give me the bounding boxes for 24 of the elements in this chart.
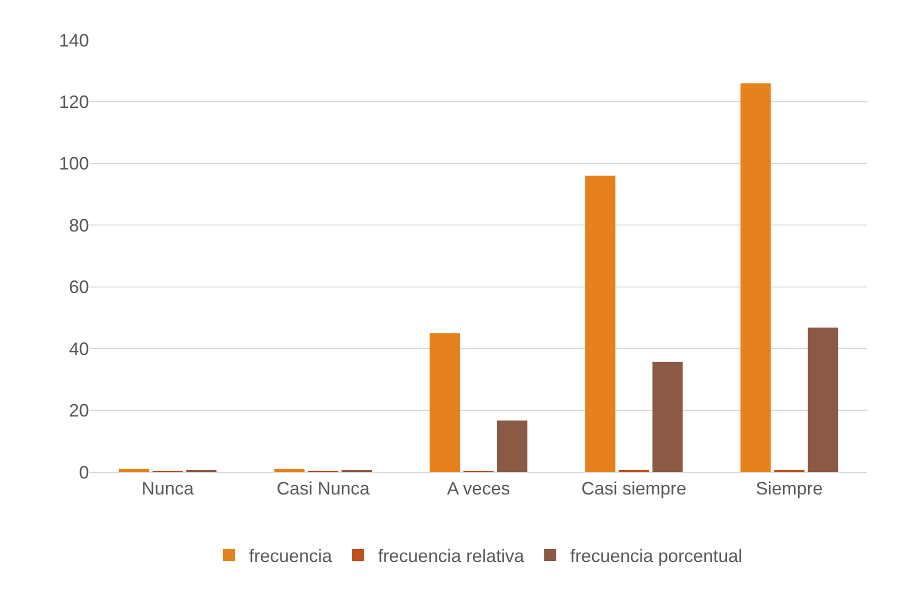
bar <box>430 333 460 472</box>
bar <box>497 420 528 472</box>
bar <box>808 328 838 472</box>
legend-label: frecuencia relativa <box>378 546 526 566</box>
y-tick-label: 20 <box>68 400 89 421</box>
y-tick-label: 60 <box>68 277 89 298</box>
y-tick-label: 120 <box>58 92 89 112</box>
bar <box>274 468 305 472</box>
legend-label: frecuencia porcentual <box>570 546 742 566</box>
y-tick-label: 0 <box>78 462 89 482</box>
x-tick-label: Casi siempre <box>581 478 686 499</box>
x-tick-label: Casi Nunca <box>276 478 371 499</box>
y-tick-label: 100 <box>58 154 89 174</box>
y-tick-label: 40 <box>68 338 89 359</box>
legend-label: frecuencia <box>249 546 334 566</box>
bar <box>740 83 771 472</box>
x-tick-label: A veces <box>446 478 510 499</box>
x-tick-label: Siempre <box>756 478 823 499</box>
bar <box>118 468 150 472</box>
x-tick-label: Nunca <box>142 478 195 499</box>
bar <box>585 176 616 472</box>
y-tick-label: 140 <box>58 30 89 50</box>
bar <box>652 362 683 472</box>
y-tick-label: 80 <box>68 215 89 236</box>
